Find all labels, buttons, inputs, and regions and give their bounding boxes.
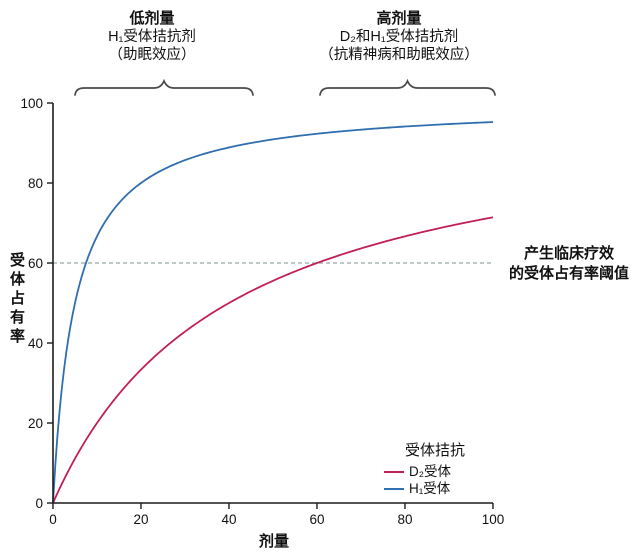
y-tick-label-20: 20 [28,416,43,431]
annotation-high-dose-line2: （抗精神病和助眠效应） [319,47,479,63]
annotation-high-dose: 高剂量 D₂和H₁受体拮抗剂 （抗精神病和助眠效应） [288,10,510,64]
annotation-low-dose-line2: （助眠效应） [108,47,196,63]
annotation-low-dose: 低剂量 H₁受体拮抗剂 （助眠效应） [42,10,262,64]
annotation-threshold-line1: 产生临床疗效 [523,245,614,262]
x-tick-label-60: 60 [309,512,324,527]
annotation-low-dose-line1: H₁受体拮抗剂 [108,29,196,45]
annotation-threshold: 产生临床疗效 的受体占有率阈值 [500,244,638,284]
y-tick-label-80: 80 [28,176,43,191]
x-tick-label-20: 20 [133,512,148,527]
d2-line-swatch [384,470,404,473]
annotation-high-dose-title: 高剂量 [376,10,422,27]
legend-entry-d2: D₂受体 [384,463,514,480]
annotation-high-dose-line1: D₂和H₁受体拮抗剂 [339,29,459,45]
annotation-threshold-line2: 的受体占有率阈值 [508,265,629,282]
d2-curve [52,216,494,504]
x-axis-title: 剂量 [258,533,289,550]
x-tick-label-0: 0 [49,512,57,527]
y-tick-label-0: 0 [35,496,43,511]
y-tick-label-100: 100 [20,96,43,111]
legend-entry-h1: H₁受体 [384,480,514,497]
x-tick-label-100: 100 [482,512,505,527]
legend-label-d2: D₂受体 [409,464,451,479]
legend-label-h1: H₁受体 [409,481,451,496]
legend-title: 受体拮抗 [405,442,466,459]
legend: 受体拮抗 D₂受体 H₁受体 [384,441,514,497]
x-tick-label-40: 40 [221,512,236,527]
y-axis-title: 受体占有率 [9,252,25,345]
h1-curve [52,121,494,504]
h1-line-swatch [384,487,404,490]
brace-high-dose [319,78,496,96]
x-tick-label-80: 80 [397,512,412,527]
y-tick-label-40: 40 [28,336,43,351]
brace-low-dose [74,78,254,96]
annotation-low-dose-title: 低剂量 [129,10,175,27]
y-tick-label-60: 60 [28,256,43,271]
